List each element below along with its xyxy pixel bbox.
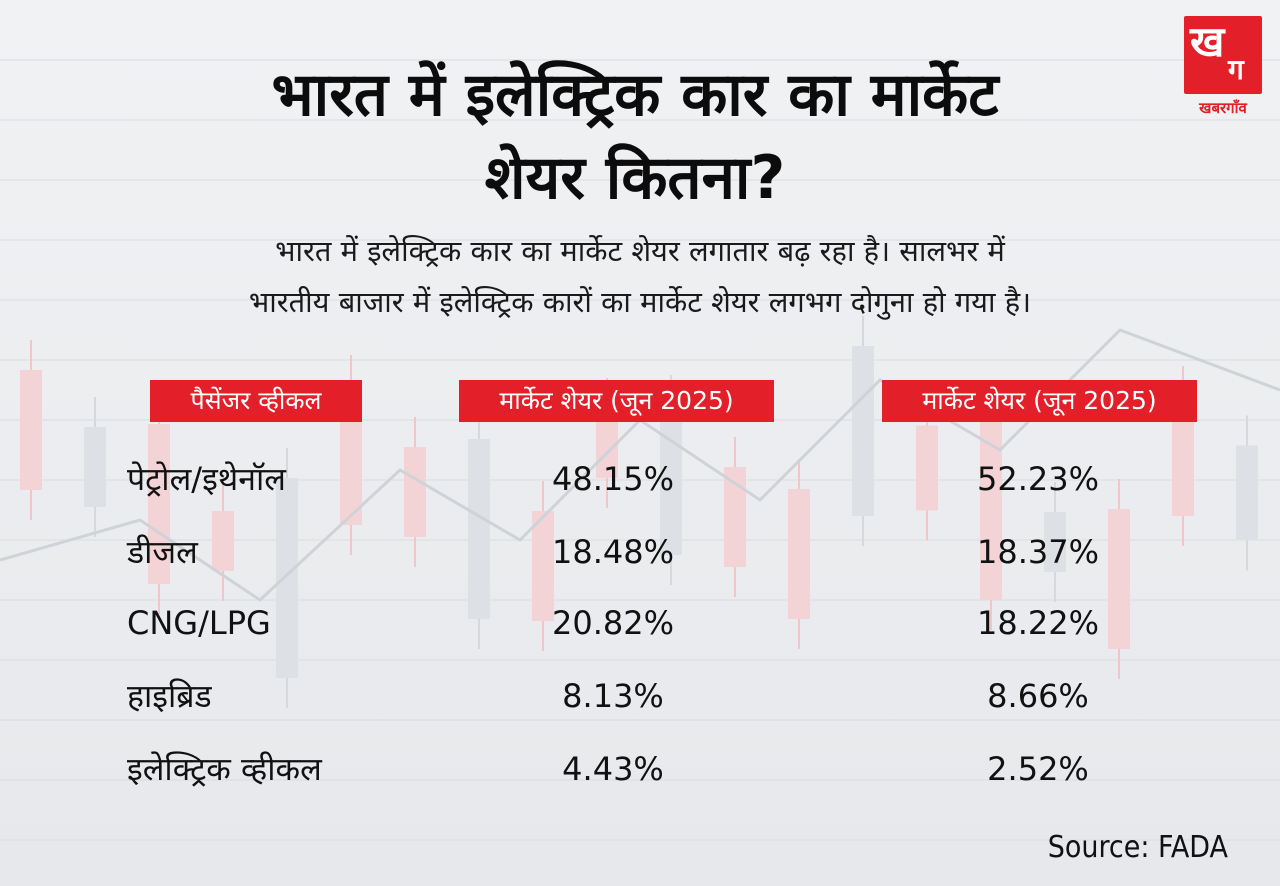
row-value-col-1: 18.48%	[551, 533, 674, 571]
bg-candle-body	[276, 478, 298, 678]
bg-candle-body	[468, 439, 490, 619]
row-value-col-2: 8.66%	[987, 677, 1089, 715]
logo-glyph-kha: ख	[1190, 17, 1225, 66]
bg-candle-body	[916, 425, 938, 511]
column-header-vehicle: पैसेंजर व्हीकल	[150, 380, 362, 422]
logo-mark: ख ग	[1184, 16, 1262, 94]
bg-candle-body	[788, 489, 810, 619]
bg-candle-body	[1108, 509, 1130, 649]
page-title-line-1: भारत में इलेक्ट्रिक कार का मार्केट	[271, 60, 999, 130]
row-category-label: इलेक्ट्रिक व्हीकल	[127, 750, 322, 788]
row-value-col-2: 18.22%	[976, 604, 1099, 642]
column-header-share-1: मार्केट शेयर (जून 2025)	[459, 380, 774, 422]
page-title-line-2: शेयर कितना?	[484, 143, 786, 213]
bg-candle-body	[212, 511, 234, 571]
bg-candle-body	[1044, 512, 1066, 572]
row-category-label: हाइब्रिड	[127, 677, 212, 715]
row-category-label: डीजल	[127, 533, 198, 571]
row-value-col-2: 52.23%	[976, 460, 1099, 498]
khabargaon-logo: ख ग खबरगाँव	[1180, 16, 1266, 122]
bg-candle-body	[20, 370, 42, 490]
bg-candle-body	[148, 424, 170, 584]
bg-candle-body	[1236, 445, 1258, 541]
bg-candle-body	[852, 346, 874, 516]
row-value-col-2: 18.37%	[976, 533, 1099, 571]
row-category-label: पेट्रोल/इथेनॉल	[127, 460, 286, 498]
bg-candle-body	[84, 427, 106, 507]
subtitle-line-1: भारत में इलेक्ट्रिक कार का मार्केट शेयर …	[275, 234, 1005, 268]
bg-candle-body	[404, 447, 426, 537]
row-value-col-2: 2.52%	[987, 750, 1089, 788]
logo-glyph-ga: ग	[1228, 53, 1244, 86]
row-value-col-1: 4.43%	[562, 750, 664, 788]
row-value-col-1: 8.13%	[562, 677, 664, 715]
bg-candle-body	[724, 467, 746, 567]
subtitle-line-2: भारतीय बाजार में इलेक्ट्रिक कारों का मार…	[248, 285, 1032, 319]
bg-candle-body	[980, 410, 1002, 600]
source-note: Source: FADA	[1047, 830, 1228, 865]
logo-wordmark: खबरगाँव	[1199, 99, 1247, 117]
column-header-share-2: मार्केट शेयर (जून 2025)	[882, 380, 1197, 422]
bg-candle-body	[1172, 396, 1194, 516]
bg-candle-body	[532, 511, 554, 621]
row-value-col-1: 48.15%	[551, 460, 674, 498]
row-value-col-1: 20.82%	[551, 604, 674, 642]
row-category-label: CNG/LPG	[127, 604, 271, 642]
bg-candle-body	[660, 405, 682, 555]
